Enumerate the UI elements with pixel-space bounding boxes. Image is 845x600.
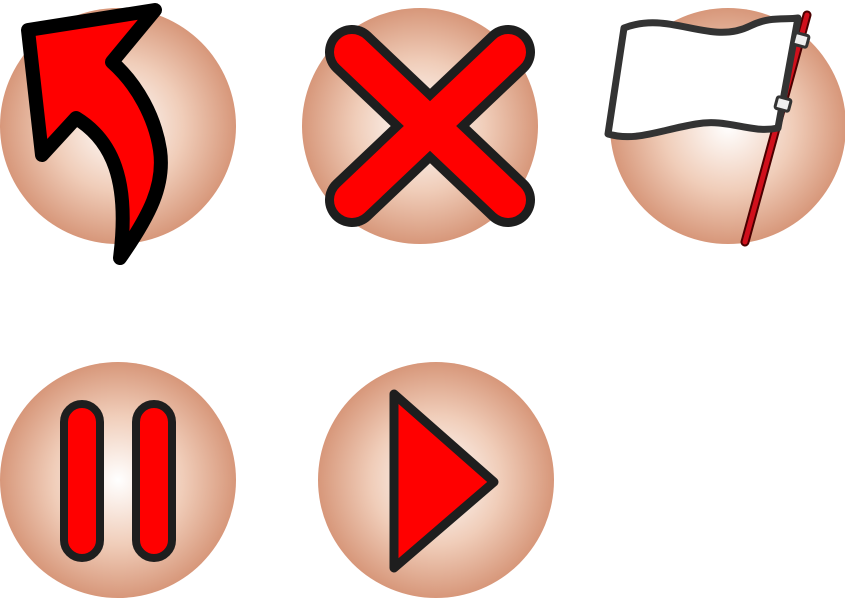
pause-button[interactable] xyxy=(0,362,240,600)
play-icon xyxy=(389,389,499,573)
undo-arrow-icon xyxy=(21,3,168,265)
white-flag-button[interactable] xyxy=(600,8,845,250)
button-circle xyxy=(0,362,236,598)
close-x-icon xyxy=(325,25,535,227)
pause-icon xyxy=(60,400,176,562)
close-button[interactable] xyxy=(300,0,540,250)
play-button[interactable] xyxy=(318,362,558,600)
undo-arrow-button[interactable] xyxy=(0,0,240,265)
white-flag-icon xyxy=(604,10,812,247)
